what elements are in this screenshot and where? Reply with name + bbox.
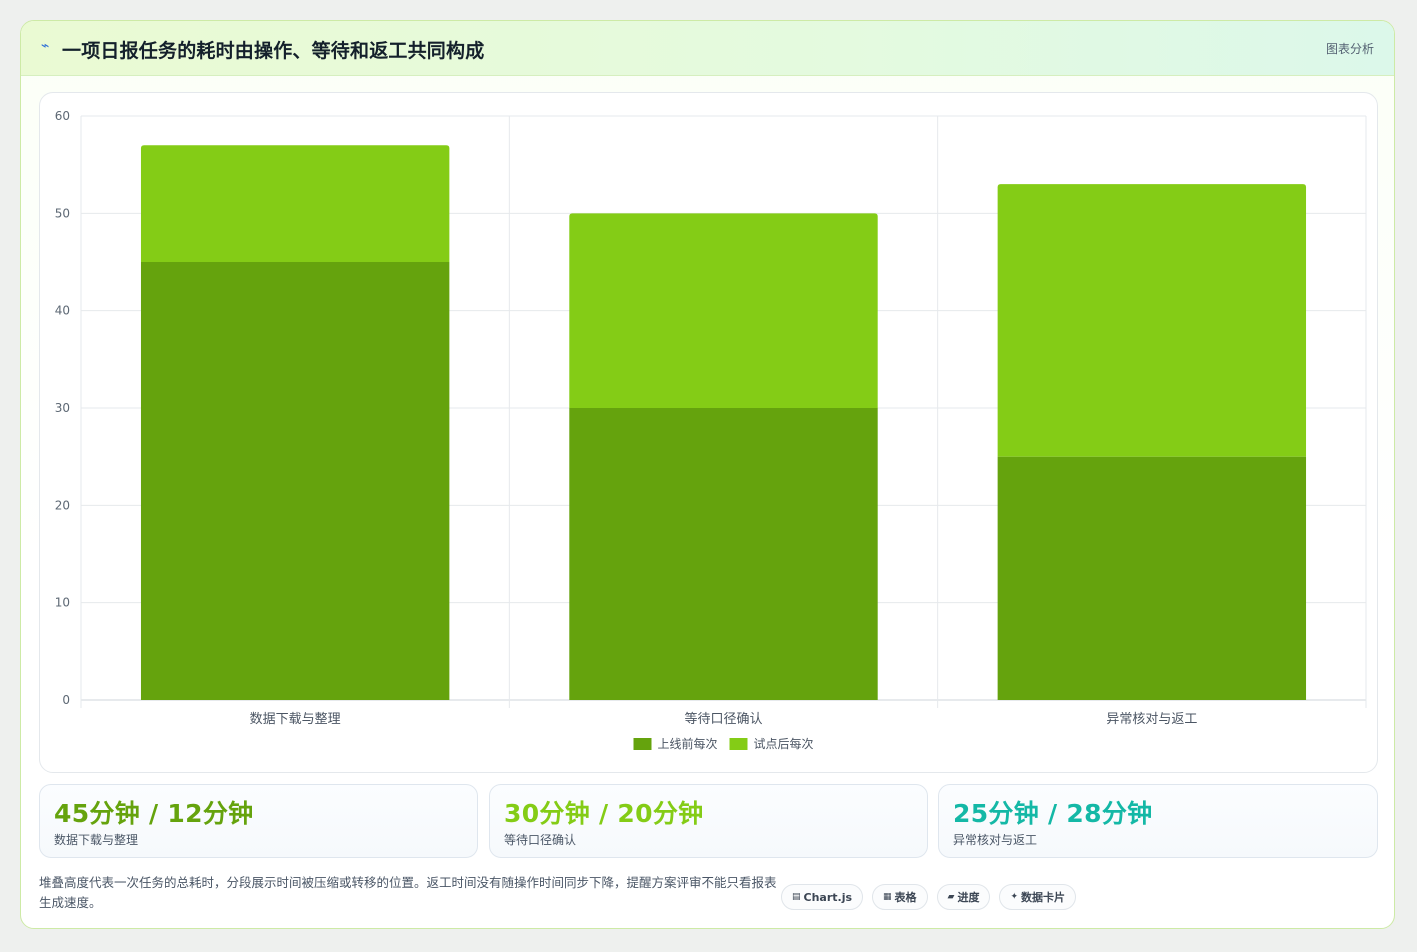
bar-segment — [140, 145, 450, 262]
chart-title: 一项日报任务的耗时由操作、等待和返工共同构成 — [62, 40, 485, 62]
legend-swatch — [633, 738, 652, 750]
kpi-card-waiting: 30分钟 / 20分钟 等待口径确认 — [489, 784, 928, 858]
bar-segment — [569, 408, 878, 700]
chip-label: Chart.js — [803, 890, 853, 904]
chart-panel: 0 10 20 30 40 50 60 数据下载与整理 等待口径确认 异常核对与返工上线前每次 试点… — [39, 92, 1378, 773]
chip-table[interactable]: ▦ 表格 — [872, 884, 928, 910]
y-tick-label: 60 — [55, 109, 70, 123]
bar-segment — [569, 213, 878, 408]
legend-swatch — [729, 738, 748, 750]
chip-progress[interactable]: ▰ 进度 — [936, 884, 991, 910]
sparkle-icon: ✦ — [1010, 892, 1019, 902]
chip-label: 数据卡片 — [1021, 891, 1066, 904]
tool-chips: ▤ Chart.js ▦ 表格 ▰ 进度 ✦ 数据卡片 — [781, 884, 1077, 912]
y-tick-label: 30 — [55, 401, 70, 415]
x-tick-label: 数据下载与整理 — [250, 712, 341, 727]
chip-chartjs[interactable]: ▤ Chart.js — [781, 884, 864, 910]
chip-label: 表格 — [894, 891, 917, 904]
lightning-icon: ⌁ — [41, 38, 50, 54]
y-tick-label: 40 — [55, 304, 70, 318]
category-tag: 图表分析 — [1325, 42, 1374, 56]
x-tick-label: 异常核对与返工 — [1106, 712, 1197, 727]
card-header: ⌁ 一项日报任务的耗时由操作、等待和返工共同构成 图表分析 — [21, 21, 1394, 76]
chart-card: ⌁ 一项日报任务的耗时由操作、等待和返工共同构成 图表分析 0 10 20 30 40 5… — [20, 20, 1395, 929]
kpi-value: 30分钟 / 20分钟 — [504, 799, 704, 828]
kpi-card-rework: 25分钟 / 28分钟 异常核对与返工 — [938, 784, 1378, 858]
chip-label: 进度 — [957, 891, 980, 904]
y-tick-label: 20 — [55, 498, 70, 512]
y-tick-label: 10 — [55, 596, 70, 610]
y-tick-label: 0 — [62, 693, 70, 707]
chip-data-card[interactable]: ✦ 数据卡片 — [999, 884, 1077, 910]
kpi-label: 数据下载与整理 — [54, 833, 139, 847]
legend-label: 试点后每次 — [754, 736, 814, 751]
chart-icon: ▤ — [792, 892, 801, 902]
kpi-card-download: 45分钟 / 12分钟 数据下载与整理 — [39, 784, 478, 858]
x-tick-label: 等待口径确认 — [684, 711, 762, 727]
bar-segment — [997, 456, 1307, 700]
y-tick-label: 50 — [55, 206, 70, 220]
chart-note: 堆叠高度代表一次任务的总耗时，分段展示时间被压缩或转移的位置。返工时间没有随操作… — [39, 875, 777, 910]
kpi-label: 等待口径确认 — [504, 833, 577, 847]
kpi-value: 45分钟 / 12分钟 — [54, 799, 254, 828]
progress-icon: ▰ — [947, 892, 955, 902]
bar-segment — [997, 184, 1307, 457]
table-icon: ▦ — [883, 892, 892, 902]
kpi-value: 25分钟 / 28分钟 — [953, 799, 1153, 828]
bar-segment — [140, 262, 450, 700]
kpi-label: 异常核对与返工 — [953, 833, 1038, 847]
legend-label: 上线前每次 — [658, 736, 718, 751]
